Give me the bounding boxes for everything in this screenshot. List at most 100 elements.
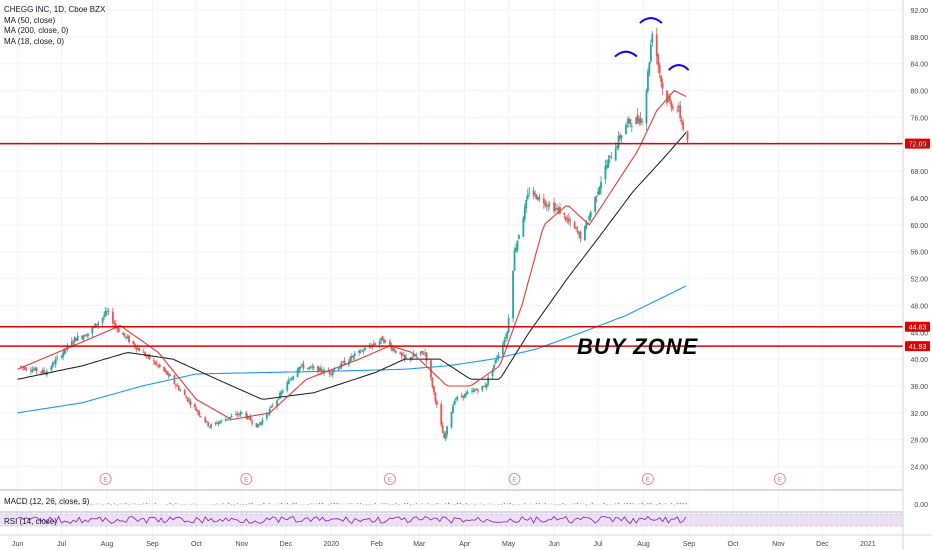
macd-bar — [471, 503, 473, 505]
candle-body — [400, 352, 403, 356]
macd-bar — [480, 503, 482, 505]
macd-bar — [55, 504, 57, 506]
candle-body — [390, 345, 393, 350]
candle-body — [267, 413, 270, 415]
candle-body — [186, 397, 189, 402]
x-tick-label: 2020 — [324, 541, 340, 548]
candle-body — [277, 399, 280, 401]
macd-bar — [518, 504, 520, 505]
candle-body — [516, 240, 519, 250]
macd-bar — [644, 504, 646, 506]
x-tick-label: Apr — [459, 541, 471, 548]
candle-body — [301, 364, 303, 366]
macd-bar — [102, 504, 104, 506]
earnings-marker — [508, 473, 521, 485]
candle-body — [343, 360, 346, 365]
candle-body — [544, 202, 547, 206]
candle-body — [126, 336, 129, 338]
candle-body — [158, 364, 161, 368]
candle-body — [157, 365, 160, 366]
candle-body — [148, 354, 151, 360]
x-tick-label: Jul — [57, 541, 66, 548]
candle-body — [101, 317, 104, 323]
candle-body — [535, 195, 538, 200]
x-tick-label: Nov — [772, 541, 785, 548]
candle-body — [638, 118, 641, 124]
macd-bar — [453, 504, 456, 506]
candle-body — [194, 404, 196, 408]
macd-bar — [166, 504, 168, 506]
macd-bar — [576, 502, 579, 505]
candle-body — [350, 356, 353, 358]
candle-body — [286, 382, 289, 391]
candle-body — [227, 418, 230, 420]
earnings-marker-label: E — [778, 477, 783, 484]
macd-bar — [216, 503, 218, 505]
macd-bar — [22, 502, 25, 505]
macd-bar — [116, 504, 118, 506]
pattern-arc — [668, 64, 690, 71]
candle-body — [235, 413, 237, 415]
candle-body — [608, 155, 611, 158]
candle-body — [268, 408, 271, 414]
candle-body — [589, 212, 592, 217]
candle-body — [251, 421, 254, 424]
macd-bar — [145, 503, 148, 505]
candle-body — [309, 366, 312, 368]
candle-body — [402, 355, 405, 357]
candle-body — [669, 96, 671, 102]
candle-body — [60, 356, 63, 358]
macd-bar — [409, 504, 412, 506]
x-tick-label: May — [502, 541, 516, 548]
y-tick-label: 64.00 — [910, 196, 928, 203]
macd-bar — [403, 503, 406, 505]
x-tick-label: Jul — [594, 541, 603, 548]
macd-bar — [336, 502, 338, 505]
macd-bar — [219, 504, 221, 505]
macd-bar — [459, 502, 461, 505]
candle-body — [462, 395, 465, 398]
candle-body — [349, 356, 352, 362]
candle-body — [62, 352, 64, 358]
macd-bar — [348, 503, 350, 505]
candle-body — [441, 425, 444, 433]
candle-body — [446, 426, 449, 435]
macd-bar — [380, 503, 382, 505]
time-axis: Jun Jul Aug Sep Oct Nov Dec 2020 Feb Mar Apr May Jun… — [12, 541, 876, 548]
macd-bar — [664, 503, 667, 505]
candle-body — [513, 250, 516, 271]
candle-body — [87, 333, 89, 336]
macd-bar — [670, 503, 672, 505]
candle-body — [176, 384, 179, 387]
candle-body — [214, 422, 217, 424]
candle-body — [166, 371, 169, 375]
macd-bar — [398, 504, 400, 506]
legend-ma18: MA (18, close, 0) — [4, 36, 65, 46]
macd-bar — [412, 504, 414, 505]
macd-bar — [172, 504, 174, 506]
macd-bar — [503, 503, 505, 505]
macd-bar — [119, 503, 121, 505]
macd-bar — [447, 502, 450, 505]
earnings-marker — [384, 473, 396, 485]
candle-body — [569, 220, 572, 222]
macd-bar — [46, 503, 48, 505]
candle-body — [391, 348, 394, 351]
candle-body — [205, 420, 208, 422]
candle-body — [394, 350, 397, 353]
rsi-line — [17, 515, 687, 525]
candle-body — [626, 121, 629, 123]
level-price-tag — [905, 321, 930, 332]
candle-body — [425, 352, 428, 362]
candle-body — [35, 367, 38, 372]
candle-body — [342, 361, 344, 363]
candle-body — [627, 118, 630, 123]
candle-body — [216, 422, 218, 424]
candle-body — [260, 422, 262, 425]
macd-bar — [248, 503, 250, 505]
macd-label: MACD (12, 26, close, 9) — [4, 497, 90, 506]
y-tick-label: 32.00 — [910, 411, 928, 418]
candle-body — [680, 120, 683, 123]
candle-body — [279, 392, 281, 399]
